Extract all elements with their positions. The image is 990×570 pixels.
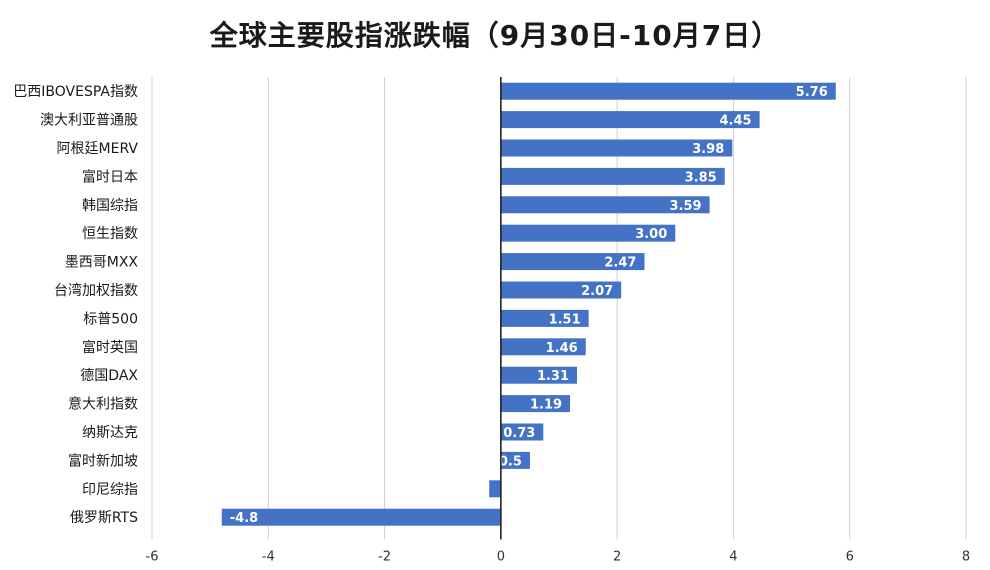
category-label: 巴西IBOVESPA指数: [13, 84, 138, 100]
category-label: 阿根廷MERV: [57, 141, 139, 157]
data-label: 2.07: [581, 284, 613, 299]
bar: [500, 451, 530, 469]
category-label: 富时日本: [82, 168, 138, 185]
data-label: 3.85: [685, 170, 717, 185]
category-label: 意大利指数: [68, 396, 138, 413]
bar: [500, 309, 589, 327]
data-label: 1.46: [546, 341, 578, 356]
bar: [500, 196, 710, 214]
bar: [500, 423, 544, 441]
category-label: 台湾加权指数: [54, 282, 138, 299]
bar: [221, 508, 501, 526]
data-label: 3.98: [692, 142, 724, 157]
chart-title: 全球主要股指涨跌幅（9月30日-10月7日）: [209, 19, 781, 52]
data-label: 3.00: [635, 227, 667, 242]
bar: [500, 366, 578, 384]
category-label: 韩国综指: [82, 198, 138, 214]
bar: [500, 139, 733, 157]
data-label: 0.5: [499, 454, 522, 469]
bar: [500, 111, 760, 129]
category-label: 富时英国: [82, 339, 138, 356]
data-label: 1.51: [549, 312, 581, 327]
category-label: 澳大利亚普通股: [40, 113, 138, 129]
x-tick-label: 0: [497, 549, 505, 564]
x-tick-label: 2: [613, 549, 621, 564]
category-label: 印尼综指: [82, 482, 138, 498]
data-label: -4.8: [230, 511, 258, 526]
bar: [500, 281, 622, 299]
data-label: 4.45: [720, 114, 752, 129]
x-tick-label: 4: [729, 549, 737, 564]
x-tick-label: -2: [378, 549, 391, 564]
x-tick-label: -6: [146, 549, 159, 564]
category-label: 俄罗斯RTS: [70, 510, 138, 526]
category-label: 墨西哥MXX: [65, 255, 139, 271]
data-label: 3.59: [670, 199, 702, 214]
bar: [500, 253, 645, 271]
bar: [500, 395, 571, 413]
bar: [500, 82, 836, 100]
x-tick-label: 8: [962, 549, 970, 564]
bar: [500, 338, 586, 356]
category-label: 恒生指数: [82, 226, 138, 242]
x-tick-label: -4: [262, 549, 275, 564]
data-label: 0.73: [503, 426, 535, 441]
bar: [489, 480, 501, 498]
data-label: 2.47: [604, 256, 636, 271]
category-label: 富时新加坡: [68, 452, 138, 469]
category-label: 德国DAX: [80, 368, 138, 384]
data-label: 1.19: [530, 398, 562, 413]
bar: [500, 167, 725, 185]
x-tick-label: 6: [846, 549, 854, 564]
category-label: 标普500: [83, 311, 138, 327]
bar: [500, 224, 676, 242]
data-label: 5.76: [796, 85, 828, 100]
data-label: 1.31: [537, 369, 569, 384]
category-label: 纳斯达克: [82, 425, 138, 441]
